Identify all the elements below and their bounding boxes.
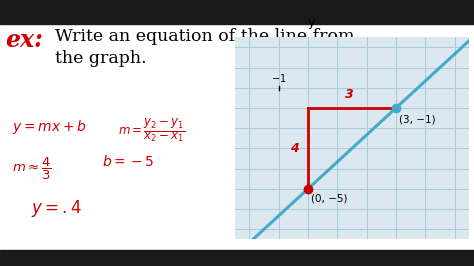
Text: y: y (308, 16, 315, 29)
Text: $m \approx \dfrac{4}{3}$: $m \approx \dfrac{4}{3}$ (12, 156, 52, 182)
Text: (0, −5): (0, −5) (311, 194, 348, 204)
Text: (3, −1): (3, −1) (400, 114, 436, 124)
Text: Write an equation of the line from
the graph.: Write an equation of the line from the g… (55, 28, 354, 67)
Text: $y = .4$: $y = .4$ (31, 198, 82, 219)
Bar (0, 0, 474, 24)
Text: $y = mx + b$: $y = mx + b$ (12, 118, 86, 136)
Text: 4: 4 (291, 142, 299, 155)
Text: $m = \dfrac{y_2 - y_1}{x_2 - x_1}$: $m = \dfrac{y_2 - y_1}{x_2 - x_1}$ (118, 117, 186, 144)
Text: $-1$: $-1$ (271, 72, 286, 84)
Bar (0, 251, 474, 266)
Text: ex:: ex: (6, 28, 44, 52)
Text: $b = -5$: $b = -5$ (102, 154, 155, 169)
Text: 3: 3 (345, 88, 354, 101)
